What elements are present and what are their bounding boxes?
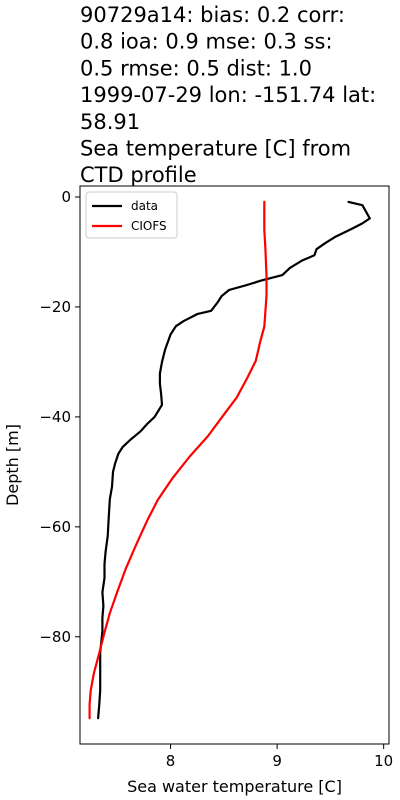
title-line: 1999-07-29 lon: -151.74 lat:	[80, 83, 376, 107]
y-tick-label: −60	[39, 518, 71, 536]
legend: data CIOFS	[85, 191, 178, 239]
y-tick-label: −20	[39, 298, 71, 316]
title-line: 58.91	[80, 110, 140, 134]
axes-frame	[79, 185, 390, 745]
plot-series	[88, 200, 371, 720]
x-axis-label: Sea water temperature [C]	[127, 777, 342, 796]
legend-label-data: data	[131, 199, 158, 213]
series-line-ciofs	[88, 200, 268, 720]
title-line: CTD profile	[80, 163, 197, 187]
series-line-data	[97, 200, 371, 720]
y-axis-label: Depth [m]	[3, 424, 22, 506]
title-line: 0.8 ioa: 0.9 mse: 0.3 ss:	[80, 30, 333, 54]
legend-label-ciofs: CIOFS	[131, 219, 167, 233]
title-line: Sea temperature [C] from	[80, 137, 351, 161]
chart-title: 90729a14: bias: 0.2 corr: 0.8 ioa: 0.9 ms…	[80, 3, 376, 187]
x-tick-label: 9	[272, 752, 282, 770]
y-tick-label: 0	[61, 188, 71, 206]
y-tick-label: −80	[39, 628, 71, 646]
title-line: 0.5 rmse: 0.5 dist: 1.0	[80, 56, 312, 80]
title-line: 90729a14: bias: 0.2 corr:	[80, 3, 345, 27]
axis-ticks: 8 9 10 0 −20 −40 −60 −80	[39, 188, 393, 770]
y-tick-label: −40	[39, 408, 71, 426]
x-tick-label: 8	[166, 752, 176, 770]
x-tick-label: 10	[374, 752, 393, 770]
